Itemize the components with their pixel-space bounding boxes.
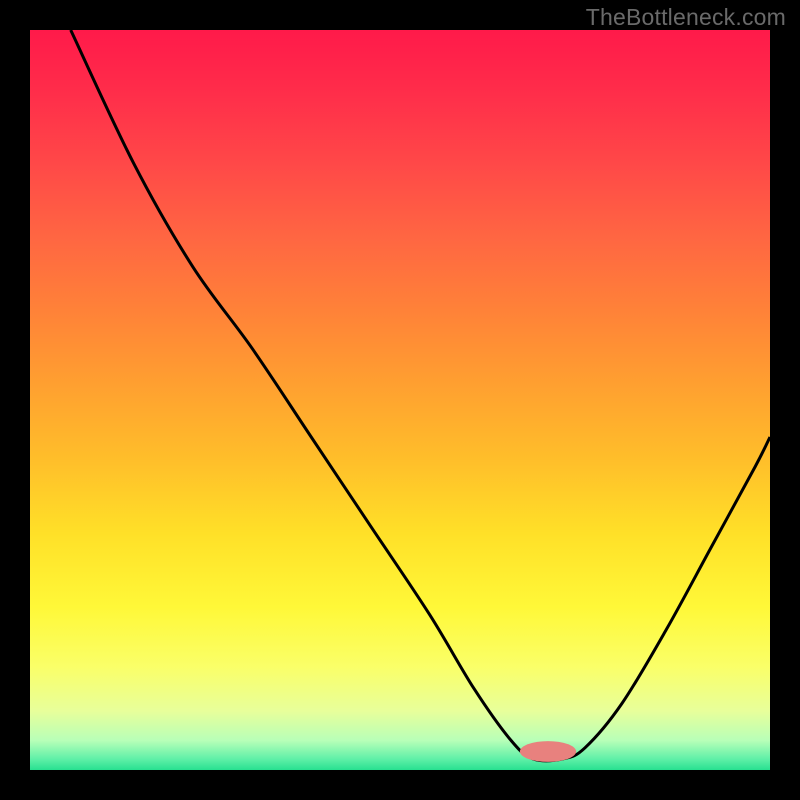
optimal-marker (520, 741, 576, 762)
plot-area (30, 30, 770, 770)
chart-frame: TheBottleneck.com (0, 0, 800, 800)
watermark-text: TheBottleneck.com (586, 4, 786, 31)
gradient-background (30, 30, 770, 770)
bottleneck-chart (30, 30, 770, 770)
